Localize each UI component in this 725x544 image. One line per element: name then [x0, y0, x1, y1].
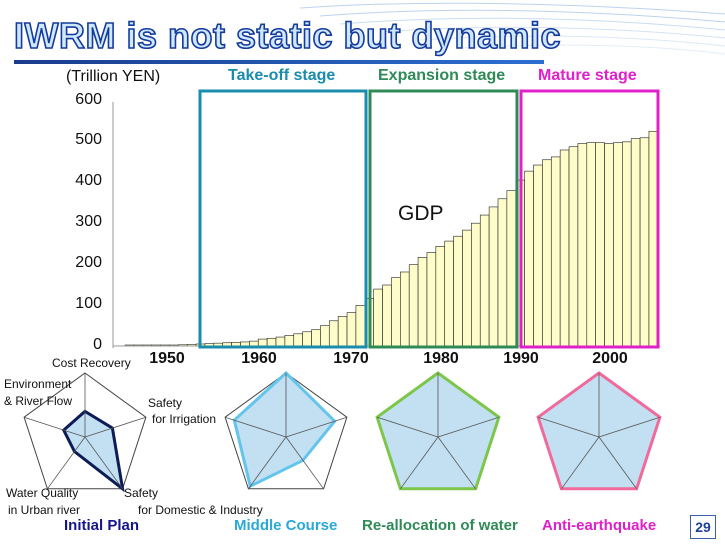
- radar-axis-label-irrigation-1: Safety: [148, 396, 183, 410]
- page-number: 29: [690, 515, 716, 539]
- gdp-series-label: GDP: [398, 202, 444, 225]
- y-tick-label: 300: [75, 213, 102, 230]
- radar-spoke: [23, 416, 86, 438]
- radar-spoke: [285, 416, 348, 438]
- x-tick-label: 1990: [503, 350, 539, 367]
- caption-anti-earthquake: Anti-earthquake: [542, 517, 657, 534]
- radar-spoke: [224, 416, 287, 438]
- radar-axis-label-domestic-1: Safety: [124, 486, 159, 500]
- radar-axis-label-irrigation-2: for Irrigation: [152, 412, 217, 426]
- radar-spoke: [84, 436, 123, 490]
- caption-middle-course: Middle Course: [234, 517, 338, 534]
- stage-label-mature: Mature stage: [538, 67, 637, 84]
- radar-spoke: [437, 436, 476, 490]
- take-off-stage-box: [198, 89, 368, 349]
- radar-axis-label-cost-recovery: Cost Recovery: [52, 356, 131, 370]
- decorative-wave-lines: [299, 2, 725, 55]
- x-tick-label: 1960: [241, 350, 277, 367]
- radar-frame: [23, 372, 147, 490]
- radar-frame: [224, 372, 348, 490]
- radar-axis-label-environment-2: & River Flow: [4, 394, 73, 408]
- caption-initial-plan: Initial Plan: [64, 517, 140, 534]
- y-axis-unit-label: (Trillion YEN): [66, 68, 161, 85]
- y-tick-label: 600: [75, 91, 102, 108]
- stage-label-expansion: Expansion stage: [378, 67, 506, 84]
- mature-stage-box: [519, 89, 660, 349]
- radar-spoke: [84, 416, 147, 438]
- radar-spoke: [561, 436, 600, 490]
- y-tick-label: 400: [75, 172, 102, 189]
- x-tick-label: 1970: [333, 350, 369, 367]
- title-underline: [14, 60, 544, 64]
- radar-spoke: [400, 436, 439, 490]
- radar-spoke: [376, 416, 439, 438]
- slide-title: IWRM is not static but dynamic: [13, 14, 562, 57]
- radar-axis-label-water-quality-1: Water Quality: [6, 486, 79, 500]
- y-tick-label: 0: [93, 336, 102, 353]
- radar-value-polygon: [61, 409, 125, 493]
- expansion-stage-box: [368, 89, 519, 349]
- radar-spoke: [598, 436, 637, 490]
- radar-spoke: [437, 416, 500, 438]
- radar-axis-label-domestic-2: for Domestic & Industry: [138, 503, 263, 517]
- y-tick-label: 200: [75, 254, 102, 271]
- radar-spoke: [47, 436, 86, 490]
- x-tick-label: 1950: [149, 350, 185, 367]
- y-tick-label: 500: [75, 131, 102, 148]
- caption-reallocation: Re-allocation of water: [362, 517, 518, 534]
- radar-spoke: [285, 436, 324, 490]
- stage-label-take-off: Take-off stage: [228, 67, 336, 84]
- radar-axis-label-water-quality-2: in Urban river: [8, 503, 81, 517]
- x-tick-label: 2000: [592, 350, 628, 367]
- y-tick-label: 100: [75, 295, 102, 312]
- radar-axis-label-environment-1: Environment: [4, 377, 72, 391]
- radar-spoke: [598, 416, 661, 438]
- radar-value-polygon: [232, 370, 337, 489]
- x-tick-label: 1980: [423, 350, 459, 367]
- radar-spoke: [248, 436, 287, 490]
- radar-spoke: [537, 416, 600, 438]
